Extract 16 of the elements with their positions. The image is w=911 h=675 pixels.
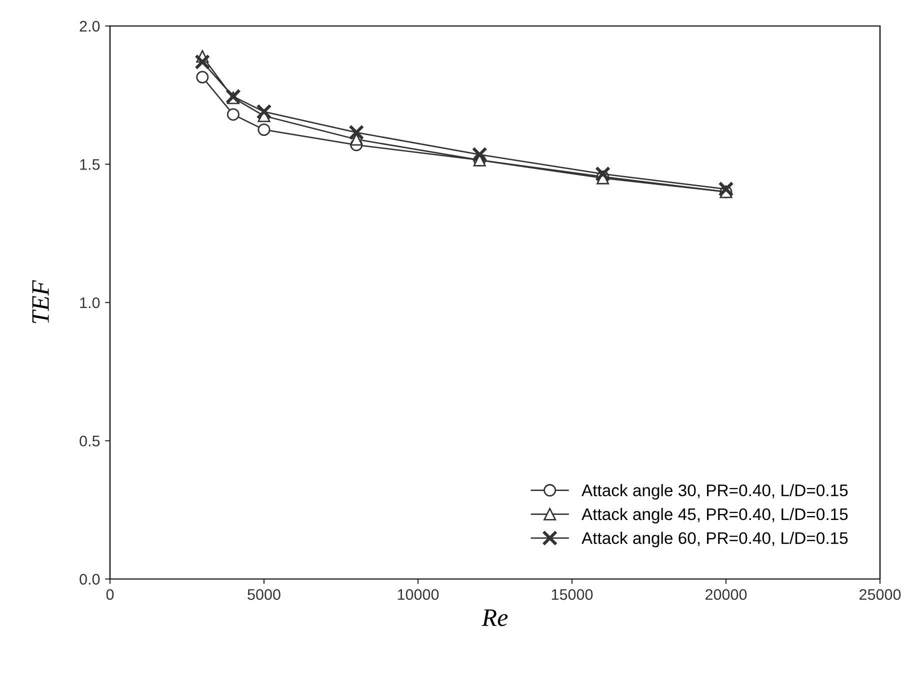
x-tick-label: 0	[106, 589, 114, 600]
legend-label: Attack angle 45, PR=0.40, L/D=0.15	[582, 508, 848, 524]
x-axis-title: Re	[482, 609, 508, 626]
legend-label: Attack angle 60, PR=0.40, L/D=0.15	[582, 532, 848, 548]
y-tick-label: 1.5	[80, 159, 100, 170]
x-tick-label: 25000	[860, 589, 901, 600]
y-tick-label: 0.0	[80, 574, 100, 585]
y-tick-label: 1.0	[80, 297, 100, 308]
y-tick-label: 0.5	[80, 436, 100, 446]
x-tick-label: 10000	[398, 589, 439, 600]
legend-label: Attack angle 30, PR=0.40, L/D=0.15	[582, 484, 848, 500]
x-tick-label: 20000	[706, 589, 747, 600]
y-axis-title: TEF	[32, 280, 49, 324]
x-tick-label: 5000	[248, 589, 280, 600]
y-tick-label: 2.0	[80, 20, 100, 32]
x-tick-label: 15000	[552, 589, 593, 600]
